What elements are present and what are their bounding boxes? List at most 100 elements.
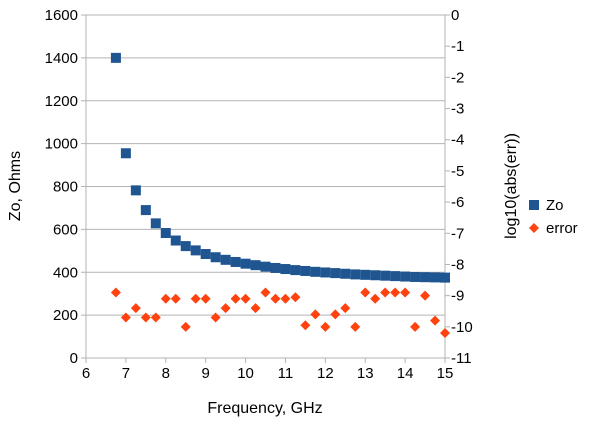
data-point-zo [110, 52, 121, 63]
data-point-error [260, 287, 271, 298]
y2-tick-label: -9 [451, 288, 464, 305]
x-axis-ticks: 6 7 8 9 10 11 12 13 14 15 [82, 358, 454, 382]
x-tick-label: 7 [122, 365, 130, 382]
data-point-error [180, 321, 191, 332]
data-point-error [150, 312, 161, 323]
data-point-error [390, 287, 401, 298]
data-point-error [130, 303, 141, 314]
data-point-error [410, 321, 421, 332]
legend-marker-error [529, 223, 539, 233]
data-point-zo [240, 258, 251, 269]
data-point-zo [400, 271, 411, 282]
y-tick-label: 400 [53, 264, 78, 281]
data-point-error [250, 303, 261, 314]
y2-axis-ticks: 0 -1 -2 -3 -4 -5 -6 -7 -8 -9 -10 -11 [445, 7, 473, 367]
y-tick-label: 1000 [45, 136, 78, 153]
data-point-error [320, 321, 331, 332]
data-point-error [270, 293, 281, 304]
data-point-error [110, 287, 121, 298]
data-point-error [300, 320, 311, 331]
data-point-error [400, 287, 411, 298]
data-point-zo [410, 271, 421, 282]
data-point-error [190, 293, 201, 304]
data-point-error [280, 293, 291, 304]
data-point-error [220, 303, 231, 314]
data-marks [110, 52, 450, 339]
data-point-zo [340, 268, 351, 279]
data-point-error [340, 303, 351, 314]
data-point-error [330, 309, 341, 320]
data-point-zo [210, 252, 221, 263]
data-point-error [440, 328, 450, 339]
y2-axis-title: log10(abs(err)) [503, 133, 520, 239]
data-point-zo [170, 235, 181, 246]
data-point-zo [420, 272, 431, 283]
y-tick-label: 1400 [45, 50, 78, 67]
data-point-zo [280, 264, 291, 275]
y2-tick-label: -10 [451, 319, 473, 336]
data-point-zo [160, 228, 171, 239]
data-point-zo [330, 268, 341, 279]
data-point-zo [300, 265, 311, 276]
y2-tick-label: -6 [451, 194, 464, 211]
series-error [110, 287, 450, 339]
data-point-zo [230, 256, 241, 267]
data-point-error [380, 287, 391, 298]
data-point-error [350, 321, 361, 332]
y-axis-title: Zo, Ohms [7, 151, 24, 221]
x-tick-label: 8 [162, 365, 170, 382]
legend: Zo error [529, 197, 578, 237]
data-point-error [230, 293, 241, 304]
data-point-error [370, 293, 381, 304]
y-tick-label: 0 [70, 350, 78, 367]
x-tick-label: 15 [437, 365, 454, 382]
data-point-zo [120, 148, 131, 159]
x-tick-label: 14 [397, 365, 414, 382]
x-tick-label: 13 [357, 365, 374, 382]
legend-label: Zo [546, 197, 564, 214]
x-tick-label: 11 [278, 365, 294, 382]
series-Zo [110, 52, 450, 283]
data-point-error [210, 312, 221, 323]
data-point-error [200, 293, 211, 304]
data-point-zo [310, 266, 321, 277]
y2-tick-label: -1 [451, 38, 464, 55]
x-tick-label: 9 [201, 365, 209, 382]
data-point-zo [190, 245, 201, 256]
data-point-zo [250, 260, 261, 271]
data-point-error [290, 292, 301, 303]
data-point-zo [370, 270, 381, 281]
data-point-zo [440, 272, 450, 283]
data-point-error [140, 312, 151, 323]
data-point-error [420, 290, 431, 301]
data-point-zo [270, 262, 281, 273]
data-point-zo [430, 272, 441, 283]
data-point-error [160, 293, 171, 304]
data-point-zo [290, 265, 301, 276]
data-point-error [430, 315, 441, 326]
data-point-zo [350, 269, 361, 280]
y-axis-ticks: 0 200 400 600 800 1000 1200 1400 1600 [45, 7, 86, 367]
y2-tick-label: -8 [451, 256, 464, 273]
data-point-zo [130, 185, 141, 196]
x-tick-label: 6 [82, 365, 90, 382]
data-point-error [240, 293, 251, 304]
data-point-error [120, 312, 131, 323]
data-point-zo [150, 218, 161, 229]
data-point-zo [320, 267, 331, 278]
data-point-zo [380, 270, 391, 281]
data-point-zo [200, 249, 211, 260]
data-point-zo [360, 269, 371, 280]
data-point-zo [180, 241, 191, 252]
y2-tick-label: -4 [451, 132, 464, 149]
data-point-error [170, 293, 181, 304]
y2-tick-label: -11 [451, 350, 472, 367]
y-tick-label: 200 [53, 307, 78, 324]
y2-tick-label: -3 [451, 101, 464, 118]
y2-tick-label: 0 [451, 7, 459, 24]
x-tick-label: 10 [237, 365, 254, 382]
legend-label: error [546, 220, 578, 237]
x-axis-title: Frequency, GHz [207, 400, 322, 417]
y-tick-label: 1600 [45, 7, 78, 24]
